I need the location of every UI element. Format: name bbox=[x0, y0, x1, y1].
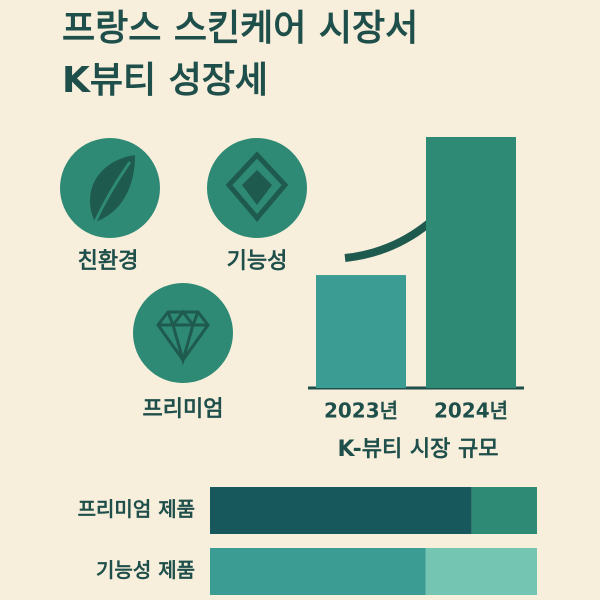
bar-segment bbox=[210, 487, 472, 534]
feature-label: 프리미엄 bbox=[143, 397, 224, 422]
bar-segment bbox=[210, 548, 426, 595]
title: K뷰티 성장세 bbox=[62, 60, 268, 101]
bar bbox=[316, 275, 406, 388]
bar-segment bbox=[471, 487, 537, 534]
title: 프랑스 스킨케어 시장서 bbox=[62, 8, 418, 49]
row-label: 프리미엄 제품 bbox=[78, 497, 195, 521]
row-label: 기능성 제품 bbox=[96, 558, 195, 582]
x-tick-label: 2024년 bbox=[434, 399, 508, 423]
feature-label: 기능성 bbox=[227, 249, 288, 274]
x-axis-label: K-뷰티 시장 규모 bbox=[337, 437, 498, 462]
bar-segment bbox=[425, 548, 537, 595]
icon-diamond bbox=[133, 283, 233, 383]
bar bbox=[426, 137, 516, 388]
icon-leaf bbox=[60, 138, 160, 238]
feature-label: 친환경 bbox=[78, 249, 139, 274]
icon-gem bbox=[207, 138, 307, 238]
x-tick-label: 2023년 bbox=[324, 399, 398, 423]
